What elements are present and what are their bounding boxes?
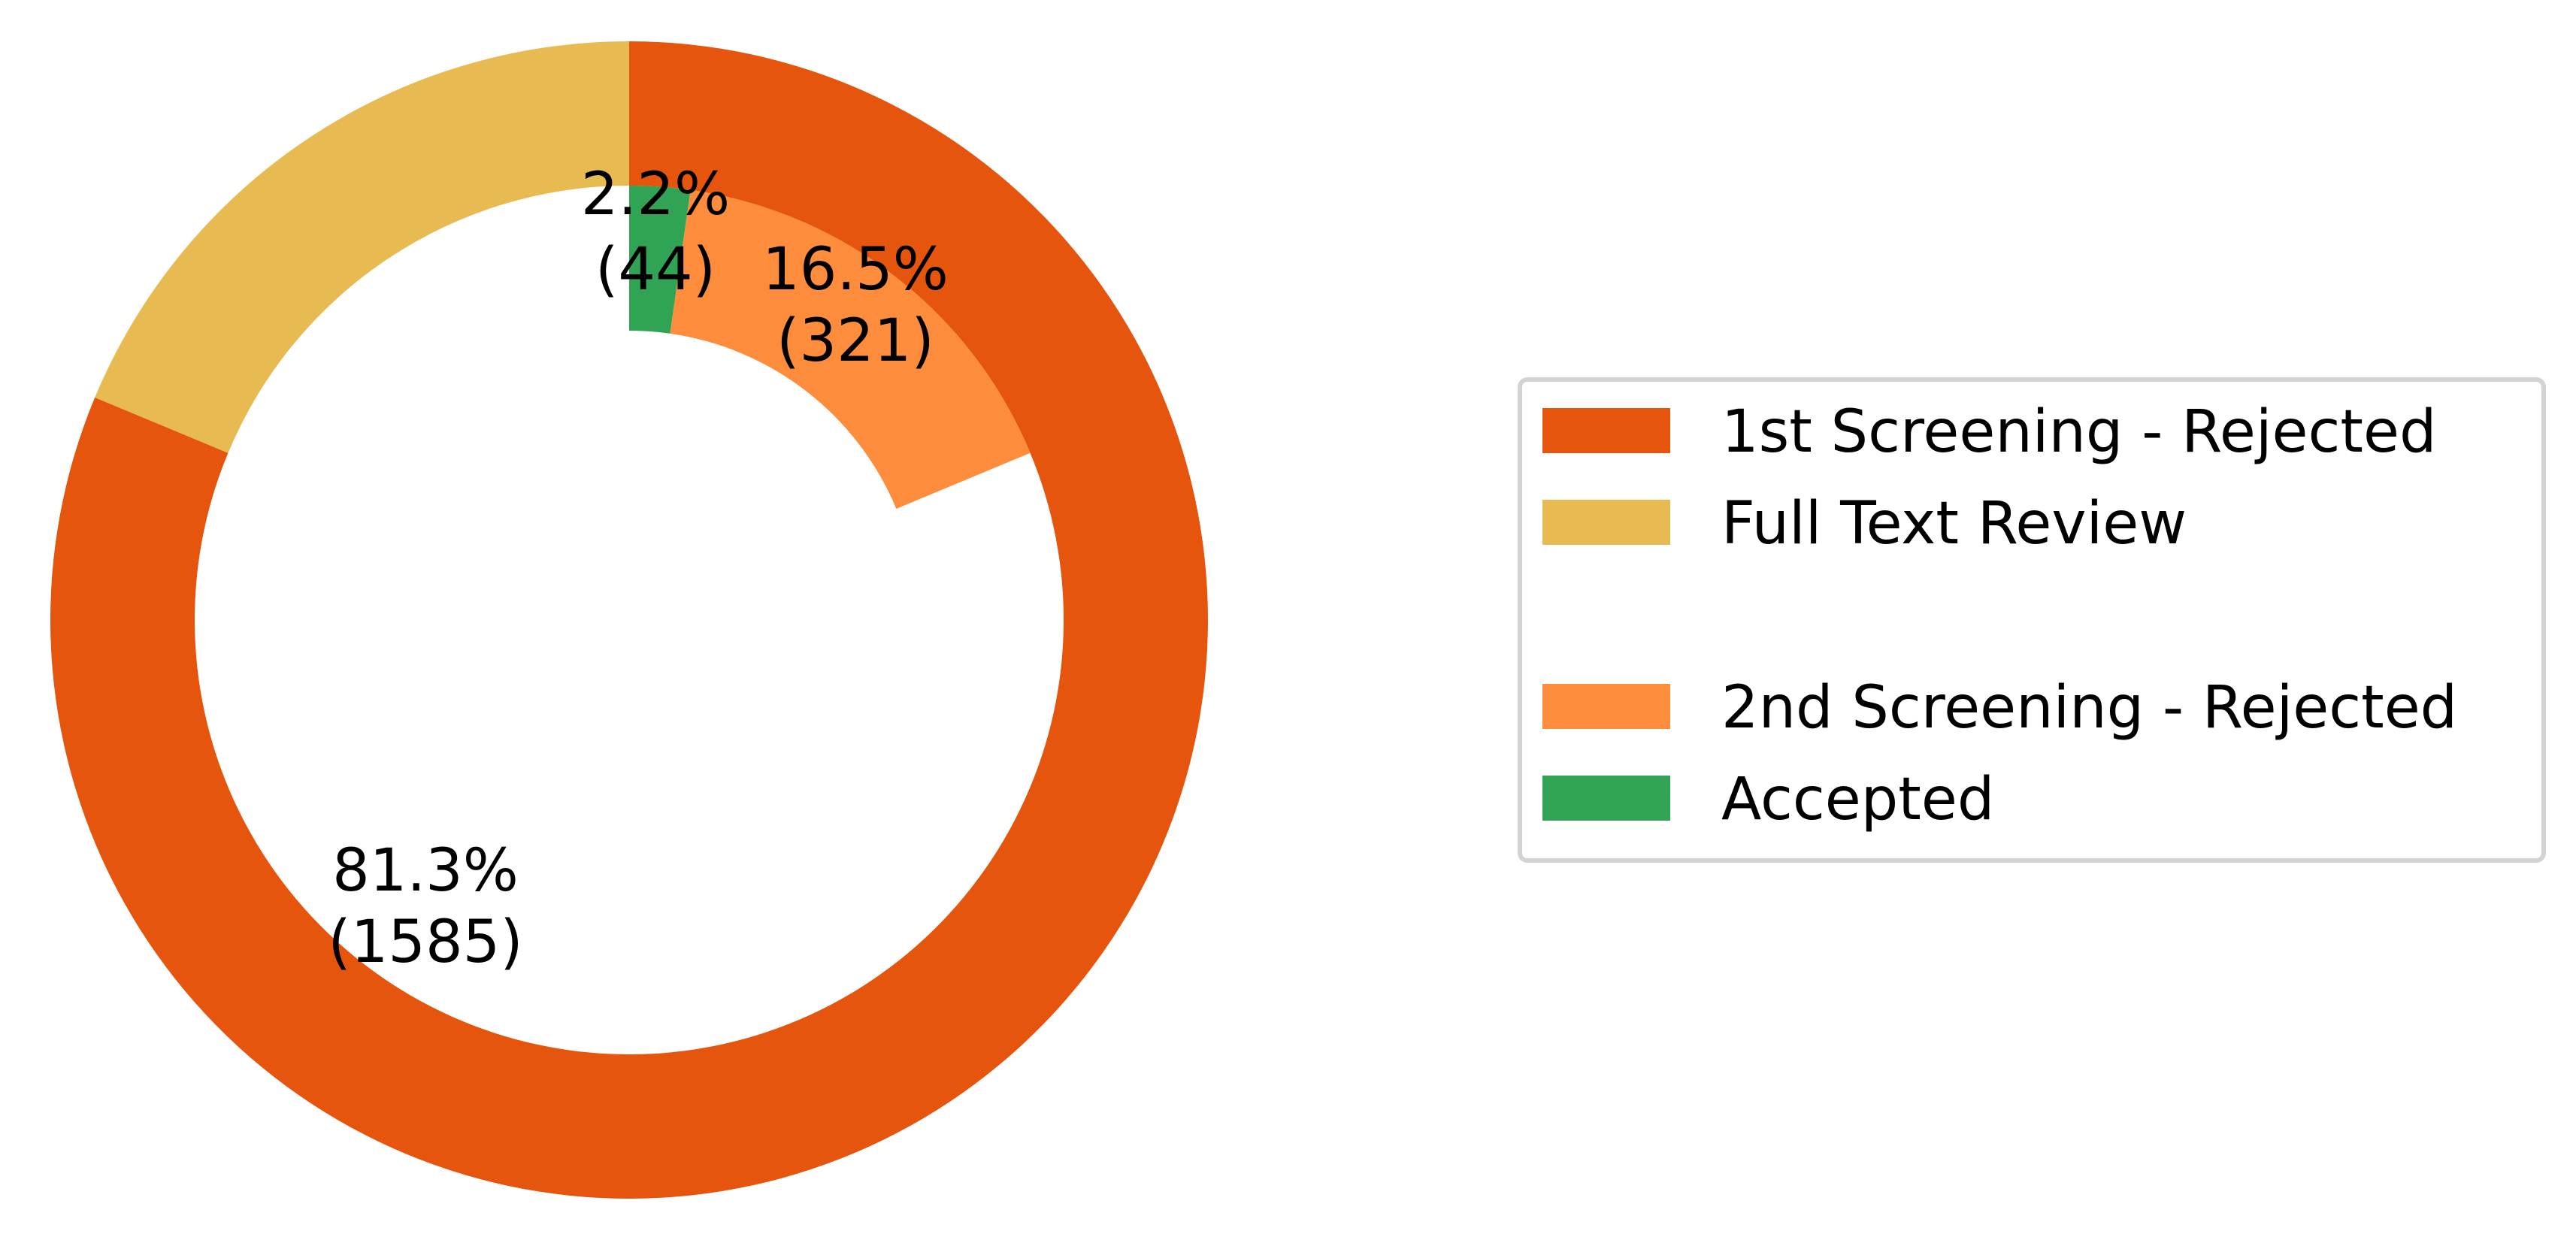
slice-label-count-1st-screening-rejected: (1585): [328, 909, 522, 976]
slice-label-count-accepted: (44): [595, 236, 716, 304]
legend-label-full-text-review: Full Text Review: [1721, 490, 2187, 558]
legend-swatch-1st-screening-rejected: [1542, 408, 1670, 453]
inner-ring: [629, 186, 1031, 509]
slice-label-percent-accepted: 2.2%: [581, 161, 730, 228]
slice-label-count-2nd-screening-rejected: (321): [776, 307, 934, 375]
outer-ring: [50, 41, 1209, 1199]
inner-slice-2nd-screening-rejected: [670, 189, 1031, 509]
legend-swatch-full-text-review: [1542, 500, 1670, 545]
legend-swatch-2nd-screening-rejected: [1542, 684, 1670, 729]
outer-slice-full-text-review: [95, 41, 629, 453]
legend-frame: [1518, 377, 2546, 863]
legend-label-1st-screening-rejected: 1st Screening - Rejected: [1721, 398, 2436, 466]
slice-label-percent-2nd-screening-rejected: 16.5%: [762, 236, 949, 304]
legend: 1st Screening - Rejected Full Text Review…: [1518, 377, 2546, 863]
slice-labels: 2.2% (44) 16.5%(321) 81.3%(1585): [328, 161, 949, 976]
legend-label-accepted: Accepted: [1721, 766, 1994, 833]
legend-label-2nd-screening-rejected: 2nd Screening - Rejected: [1721, 674, 2457, 742]
inner-slice-accepted: [629, 186, 691, 334]
slice-label-percent-1st-screening-rejected: 81.3%: [332, 837, 519, 905]
legend-swatch-accepted: [1542, 776, 1670, 821]
legend-items: 1st Screening - Rejected Full Text Review…: [1542, 398, 2457, 833]
